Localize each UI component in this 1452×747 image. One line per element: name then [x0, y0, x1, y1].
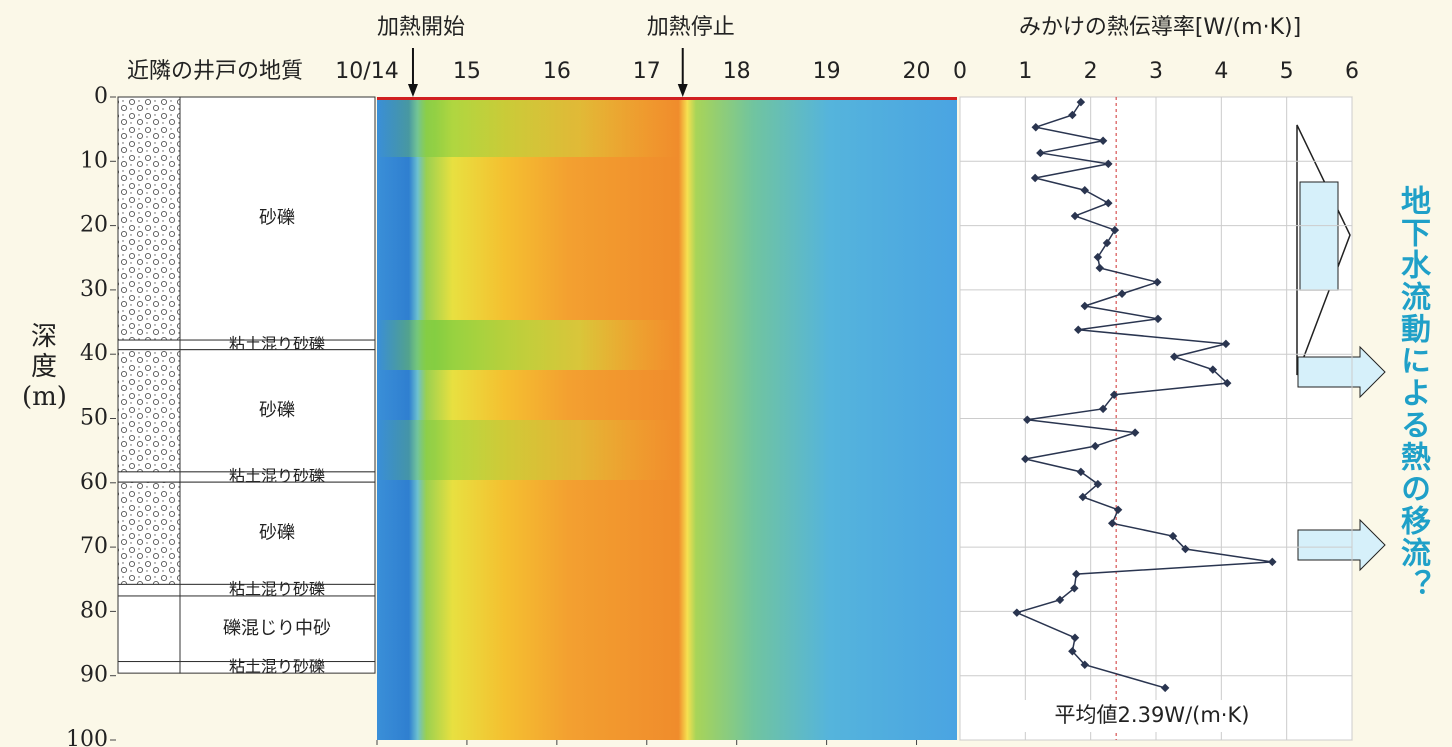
y-tick-label: 0 [94, 84, 108, 109]
y-tick-label: 20 [80, 213, 108, 238]
annotation: 加熱開始 [377, 15, 465, 40]
x-tick-label: 1 [1018, 59, 1032, 84]
x-tick-label: 10/14 [335, 59, 398, 84]
x-tick-label: 5 [1280, 59, 1294, 84]
depth-axis-label: 深度(m) [22, 322, 66, 412]
layer-column [118, 584, 180, 596]
page: 近隣の井戸の地質0102030405060708090100砂礫粘土混り砂礫砂礫… [0, 0, 1452, 747]
mean-label: 平均値2.39W/(m·K) [1055, 703, 1250, 727]
layer-column [118, 596, 180, 662]
x-tick-label: 18 [723, 59, 751, 84]
layer-label: 砂礫 [259, 522, 295, 543]
layer-column [118, 662, 180, 674]
layer-label: 砂礫 [259, 208, 295, 229]
x-tick-label: 6 [1345, 59, 1359, 84]
heatmap-band [377, 97, 957, 157]
x-tick-label: 19 [813, 59, 841, 84]
y-tick-label: 40 [80, 341, 108, 366]
flow-arrow-body [1300, 182, 1338, 290]
y-tick-label: 100 [66, 727, 108, 747]
x-tick-label: 2 [1084, 59, 1098, 84]
x-tick-label: 4 [1214, 59, 1228, 84]
y-tick-label: 70 [80, 534, 108, 559]
layer-column [118, 340, 180, 350]
line-title: みかけの熱伝導率[W/(m·K)] [1019, 15, 1301, 40]
layer-label: 粘土混り砂礫 [229, 657, 325, 676]
heatmap-band [377, 420, 957, 480]
column-title: 近隣の井戸の地質 [127, 59, 303, 84]
annotation: 加熱停止 [647, 15, 735, 40]
heatmap-band [377, 320, 957, 370]
x-tick-label: 15 [453, 59, 481, 84]
y-tick-label: 80 [80, 598, 108, 623]
heatmap-top [377, 97, 957, 100]
annotation-arrowhead [408, 84, 418, 97]
x-tick-label: 16 [543, 59, 571, 84]
layer-column [118, 482, 180, 584]
y-tick-label: 30 [80, 277, 108, 302]
heatmap-field [377, 97, 957, 740]
y-tick-label: 60 [80, 470, 108, 495]
figure: 近隣の井戸の地質0102030405060708090100砂礫粘土混り砂礫砂礫… [0, 0, 1452, 747]
y-tick-label: 10 [80, 148, 108, 173]
y-tick-label: 90 [80, 663, 108, 688]
layer-label: 礫混じり中砂 [223, 618, 331, 639]
layer-column [118, 350, 180, 472]
layer-column [118, 472, 180, 482]
annotation-arrowhead [678, 84, 688, 97]
x-tick-label: 3 [1149, 59, 1163, 84]
layer-label: 砂礫 [259, 400, 295, 421]
x-tick-label: 20 [903, 59, 931, 84]
x-tick-label: 17 [633, 59, 661, 84]
x-tick-label: 0 [953, 59, 967, 84]
layer-column [118, 97, 180, 340]
y-tick-label: 50 [80, 406, 108, 431]
annotation-note: 地下水流動による熱の移流？ [1390, 185, 1434, 601]
